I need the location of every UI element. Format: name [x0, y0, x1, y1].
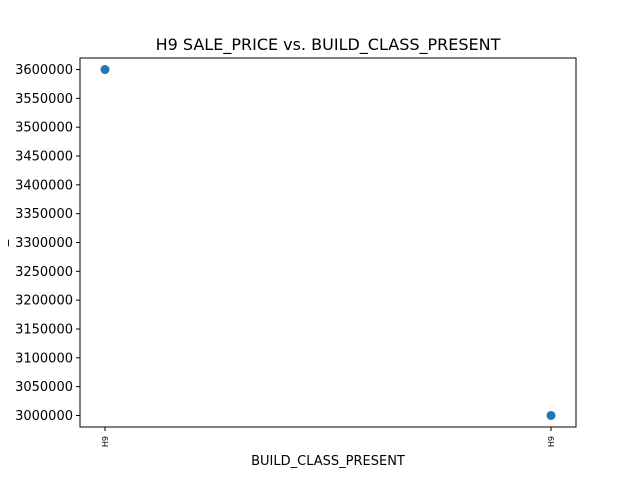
y-tick-label: 3500000: [15, 121, 73, 136]
y-tick-label: 3100000: [15, 351, 73, 366]
x-tick-label: H9: [101, 436, 110, 447]
y-tick-label: 3050000: [15, 380, 73, 395]
x-axis-label: BUILD_CLASS_PRESENT: [251, 454, 405, 469]
y-tick-label: 3300000: [15, 236, 73, 251]
y-tick-label: 3350000: [15, 207, 73, 222]
y-tick-label: 3400000: [15, 178, 73, 193]
y-axis: 3000000 3050000 3100000 3150000 3200000 32500…: [15, 63, 80, 424]
chart-title: H9 SALE_PRICE vs. BUILD_CLASS_PRESENT: [156, 35, 501, 55]
data-point: [546, 410, 556, 420]
y-tick-label: 3000000: [15, 409, 73, 424]
y-tick-label: 3150000: [15, 322, 73, 337]
data-points: [100, 65, 556, 420]
y-tick-label: 3250000: [15, 265, 73, 280]
y-axis-label: _: [0, 239, 10, 247]
data-point: [100, 65, 110, 75]
x-tick-label: H9: [547, 436, 556, 447]
y-tick-label: 3600000: [15, 63, 73, 78]
y-tick-label: 3200000: [15, 294, 73, 309]
plot-area: [79, 57, 577, 428]
y-tick-label: 3550000: [15, 92, 73, 107]
y-tick-label: 3450000: [15, 150, 73, 165]
x-axis: H9 H9: [101, 427, 556, 447]
